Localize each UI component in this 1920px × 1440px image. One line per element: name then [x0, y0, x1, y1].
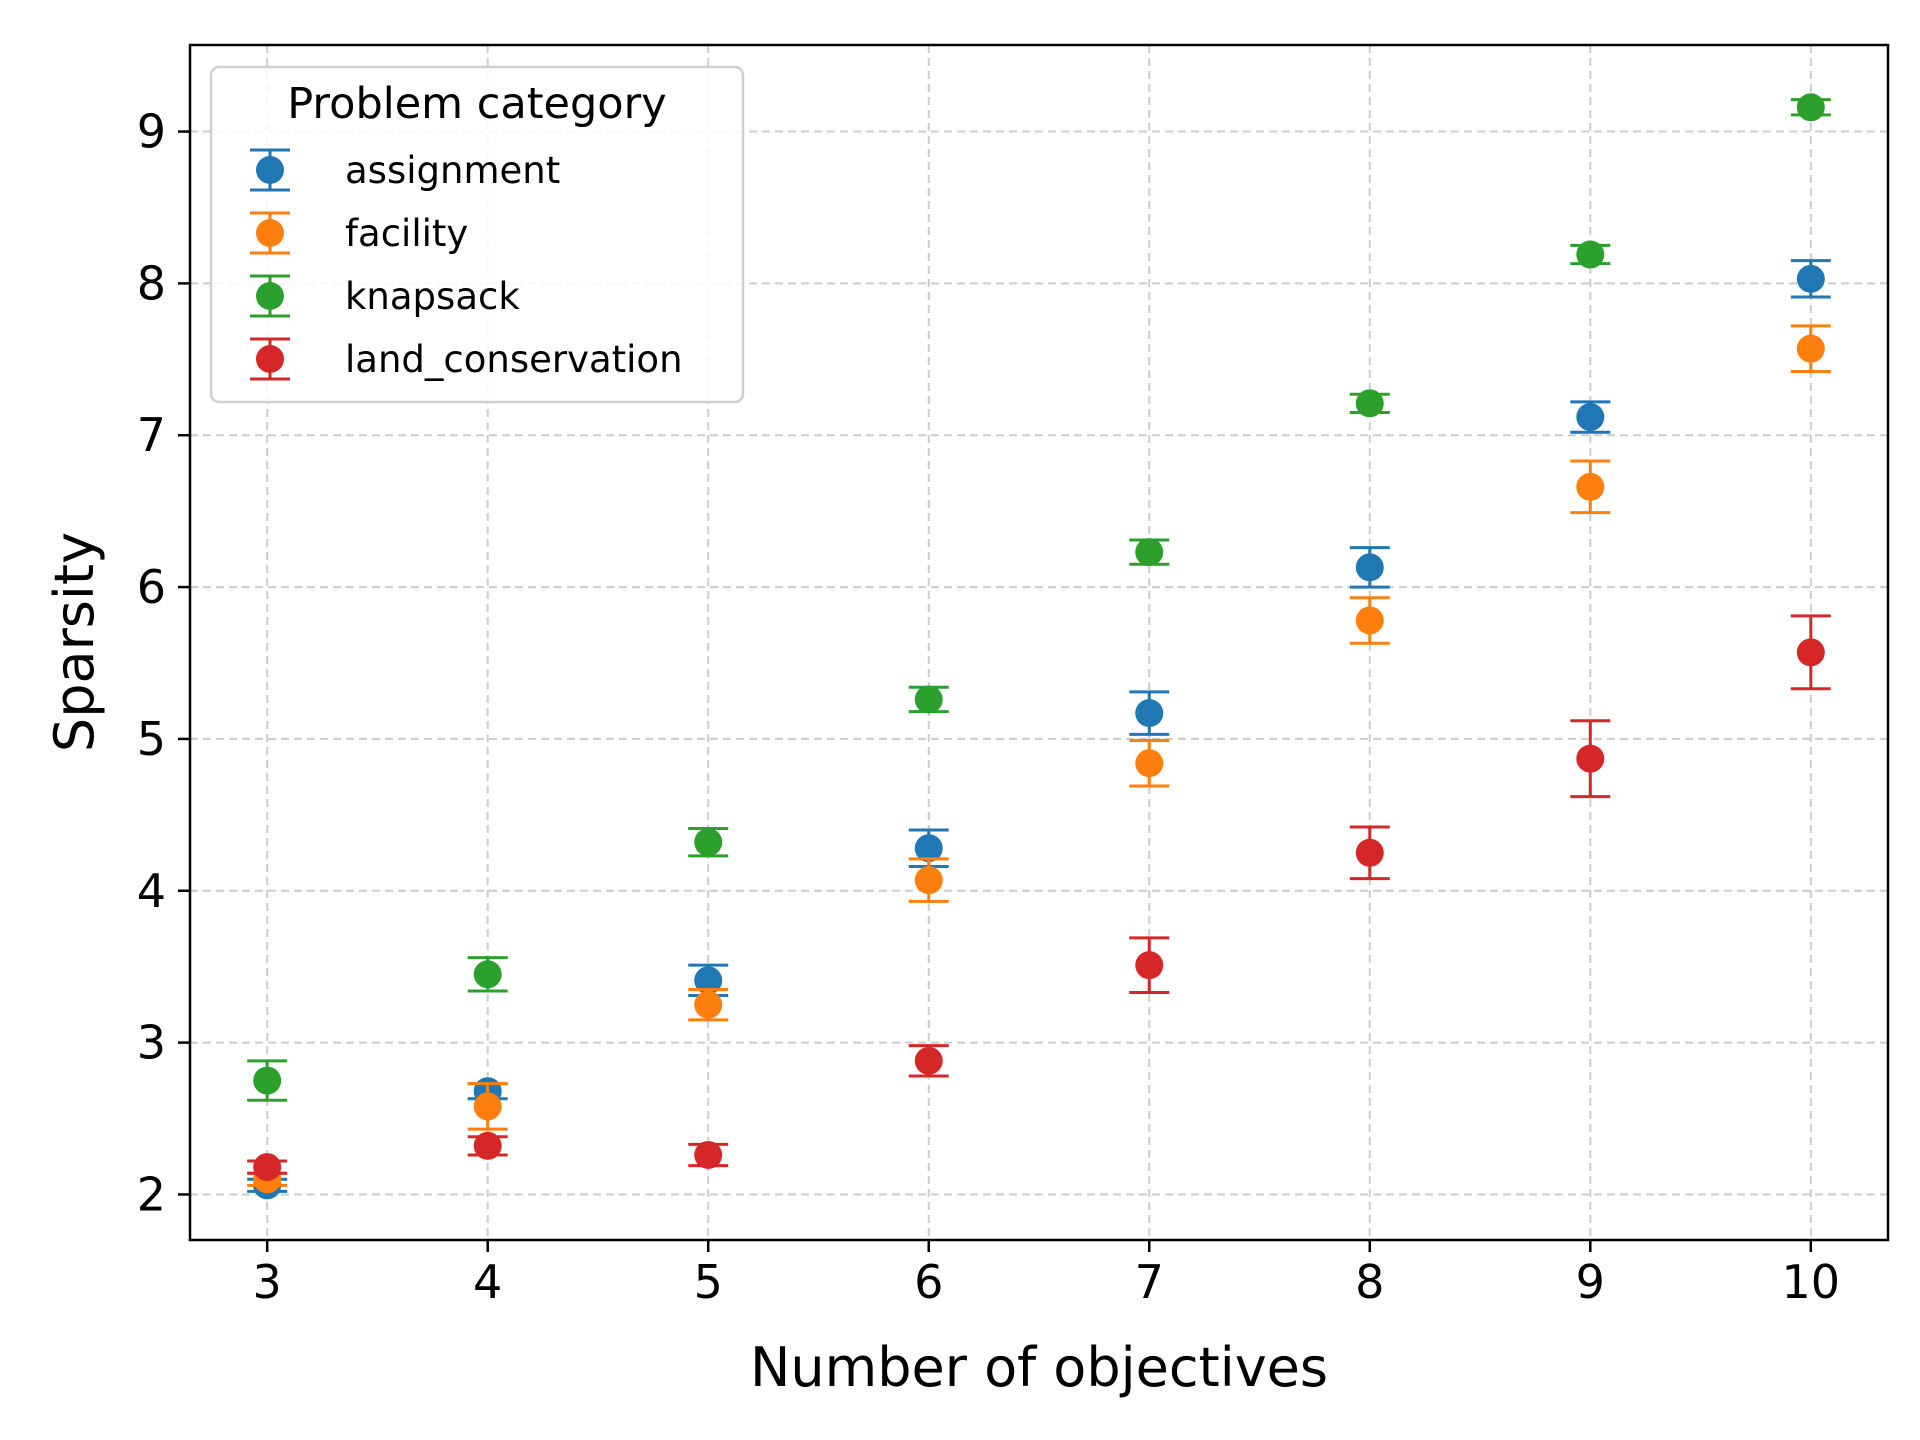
x-tick-label: 9 [1576, 1255, 1605, 1309]
data-point [914, 834, 943, 863]
data-point [914, 685, 943, 714]
legend-title: Problem category [287, 79, 667, 129]
legend-entry-assignment: assignment [250, 148, 560, 192]
x-tick-label: 6 [914, 1255, 943, 1309]
y-tick-label: 2 [137, 1167, 166, 1221]
data-point [1796, 264, 1825, 293]
data-layer [247, 93, 1831, 1200]
y-tick-label: 4 [137, 864, 166, 918]
data-point [1355, 553, 1384, 582]
data-point [1796, 638, 1825, 667]
data-point [1135, 538, 1164, 567]
x-tick-label: 8 [1355, 1255, 1384, 1309]
x-tick-label: 4 [473, 1255, 502, 1309]
data-point [1796, 93, 1825, 122]
series-knapsack [247, 93, 1831, 1102]
series-land-conservation [247, 614, 1831, 1182]
data-point [473, 960, 502, 989]
y-tick-label: 5 [137, 712, 166, 766]
x-axis-label: Number of objectives [750, 1336, 1328, 1399]
legend-marker [256, 282, 284, 310]
data-point [914, 866, 943, 895]
data-point [1576, 403, 1605, 432]
data-point [1355, 389, 1384, 418]
tick-layer: 3 4 5 6 7 8 9 10 2 3 4 5 6 7 8 9 [137, 105, 1840, 1309]
data-point [1576, 744, 1605, 773]
data-point [694, 990, 723, 1019]
x-tick-label: 10 [1782, 1255, 1841, 1309]
data-point [1135, 699, 1164, 728]
y-tick-label: 6 [137, 560, 166, 614]
y-tick-label: 8 [137, 256, 166, 310]
y-tick-label: 9 [137, 105, 166, 159]
legend: Problem category assignment facility knaps… [209, 65, 745, 404]
x-tick-label: 7 [1135, 1255, 1164, 1309]
legend-frame [209, 65, 745, 404]
data-point [694, 828, 723, 857]
legend-marker [256, 219, 284, 247]
data-point [473, 1131, 502, 1160]
data-point [1796, 334, 1825, 363]
data-point [1576, 472, 1605, 501]
data-point [1355, 606, 1384, 635]
legend-marker [256, 156, 284, 184]
legend-entry-land-conservation: land_conservation [250, 337, 683, 381]
x-tick-label: 3 [253, 1255, 282, 1309]
legend-marker [256, 345, 284, 373]
y-axis-label: Sparsity [43, 532, 106, 752]
legend-label: knapsack [345, 275, 520, 318]
legend-entries: assignment facility knapsack land_conservat… [250, 148, 683, 381]
plot-frame [188, 43, 1890, 1242]
legend-label: land_conservation [345, 338, 683, 381]
legend-entry-facility: facility [250, 211, 468, 255]
data-point [1135, 749, 1164, 778]
data-point [1135, 951, 1164, 980]
legend-entry-knapsack: knapsack [250, 274, 520, 318]
series-facility [247, 324, 1831, 1194]
data-point [1576, 240, 1605, 269]
data-point [694, 966, 723, 995]
y-tick-label: 3 [137, 1016, 166, 1070]
data-point [914, 1046, 943, 1075]
data-point [694, 1140, 723, 1169]
legend-label: facility [345, 212, 468, 255]
data-point [473, 1092, 502, 1121]
data-point [253, 1066, 282, 1095]
data-point [253, 1153, 282, 1182]
y-tick-label: 7 [137, 408, 166, 462]
x-tick-label: 5 [694, 1255, 723, 1309]
legend-label: assignment [345, 149, 560, 192]
data-point [1355, 838, 1384, 867]
